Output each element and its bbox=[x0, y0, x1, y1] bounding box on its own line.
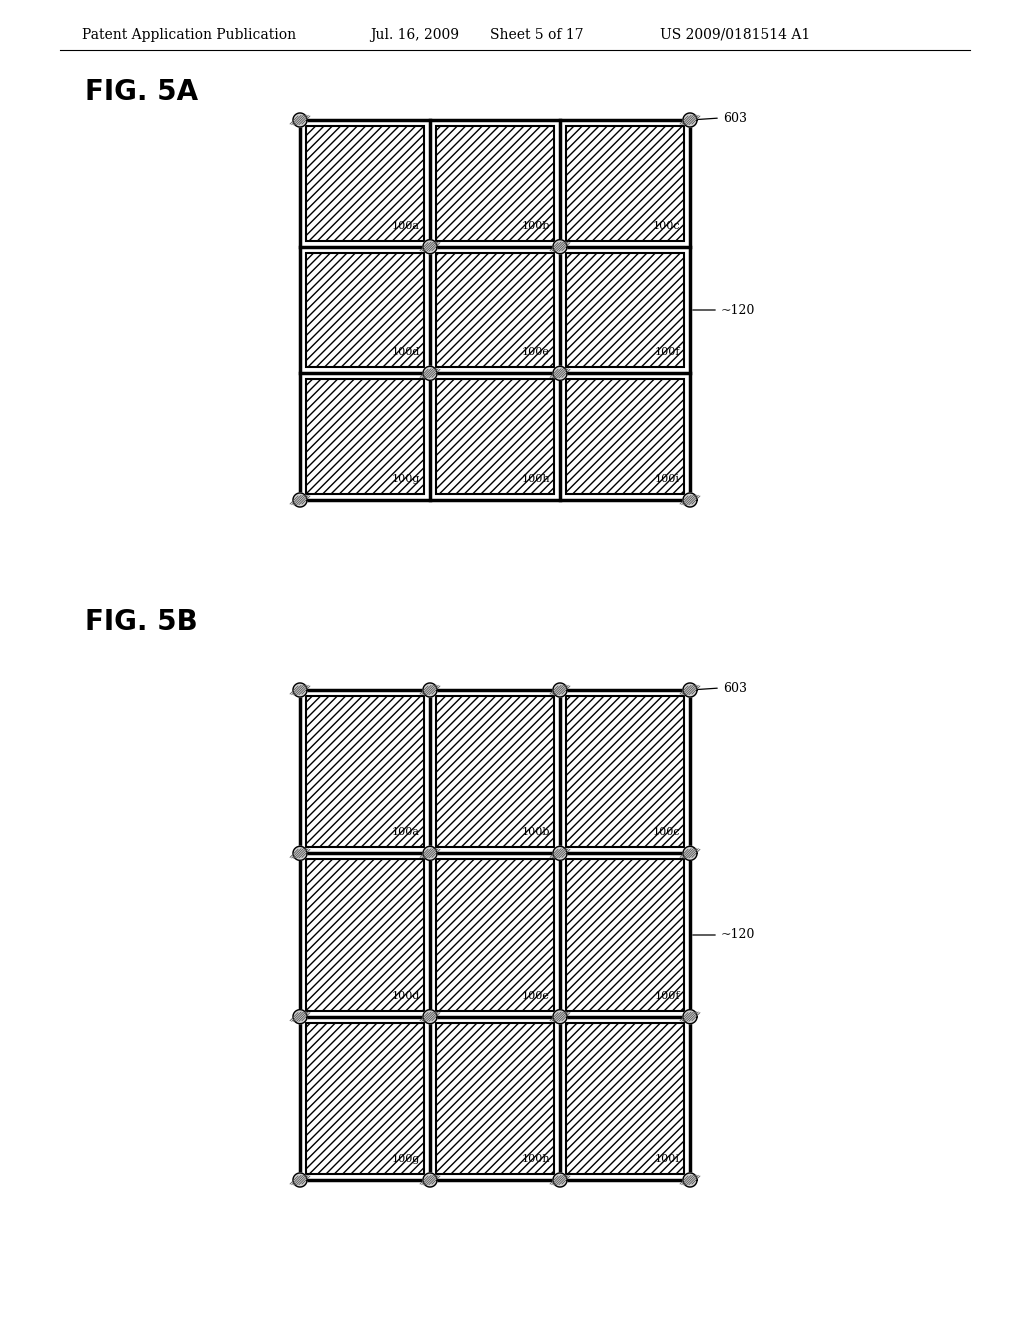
Polygon shape bbox=[423, 682, 437, 697]
Text: 100e: 100e bbox=[522, 991, 550, 1001]
Text: Jul. 16, 2009: Jul. 16, 2009 bbox=[370, 28, 459, 42]
Polygon shape bbox=[423, 846, 437, 861]
Bar bbox=[436, 696, 554, 847]
Text: 100i: 100i bbox=[655, 1154, 680, 1164]
Bar bbox=[306, 696, 424, 847]
Text: US 2009/0181514 A1: US 2009/0181514 A1 bbox=[660, 28, 810, 42]
Polygon shape bbox=[553, 367, 567, 380]
Bar bbox=[436, 859, 554, 1011]
Polygon shape bbox=[293, 492, 307, 507]
Bar bbox=[436, 125, 554, 240]
Polygon shape bbox=[293, 114, 307, 127]
Text: 100g: 100g bbox=[391, 474, 420, 484]
Polygon shape bbox=[683, 846, 697, 861]
Polygon shape bbox=[683, 682, 697, 697]
Polygon shape bbox=[553, 846, 567, 861]
Text: 100f: 100f bbox=[654, 991, 680, 1001]
Bar bbox=[306, 1023, 424, 1173]
Text: 100i: 100i bbox=[655, 474, 680, 484]
Polygon shape bbox=[683, 1010, 697, 1024]
Polygon shape bbox=[423, 240, 437, 253]
Text: Patent Application Publication: Patent Application Publication bbox=[82, 28, 296, 42]
Polygon shape bbox=[553, 240, 567, 253]
Text: 100d: 100d bbox=[391, 991, 420, 1001]
Polygon shape bbox=[293, 682, 307, 697]
Polygon shape bbox=[683, 114, 697, 127]
Polygon shape bbox=[683, 1173, 697, 1187]
Polygon shape bbox=[423, 1010, 437, 1024]
Polygon shape bbox=[553, 1173, 567, 1187]
Text: FIG. 5B: FIG. 5B bbox=[85, 609, 198, 636]
Polygon shape bbox=[293, 1010, 307, 1024]
Text: 100e: 100e bbox=[522, 347, 550, 358]
Polygon shape bbox=[553, 1010, 567, 1024]
Text: 100c: 100c bbox=[652, 828, 680, 837]
Text: 100h: 100h bbox=[521, 474, 550, 484]
Text: ~120: ~120 bbox=[721, 304, 756, 317]
Bar bbox=[566, 379, 684, 494]
Text: 100h: 100h bbox=[521, 1154, 550, 1164]
Text: 603: 603 bbox=[723, 111, 746, 124]
Text: 100d: 100d bbox=[391, 347, 420, 358]
Bar bbox=[300, 690, 690, 1180]
Text: ~120: ~120 bbox=[721, 928, 756, 941]
Polygon shape bbox=[683, 492, 697, 507]
Bar bbox=[566, 696, 684, 847]
Polygon shape bbox=[423, 367, 437, 380]
Bar bbox=[436, 1023, 554, 1173]
Bar bbox=[566, 1023, 684, 1173]
Text: 100g: 100g bbox=[391, 1154, 420, 1164]
Polygon shape bbox=[553, 682, 567, 697]
Bar bbox=[306, 252, 424, 367]
Bar bbox=[306, 379, 424, 494]
Polygon shape bbox=[293, 846, 307, 861]
Text: 100b: 100b bbox=[521, 828, 550, 837]
Text: FIG. 5A: FIG. 5A bbox=[85, 78, 198, 106]
Bar bbox=[566, 859, 684, 1011]
Bar bbox=[306, 859, 424, 1011]
Text: 100a: 100a bbox=[392, 220, 420, 231]
Bar bbox=[566, 252, 684, 367]
Bar bbox=[300, 120, 690, 500]
Bar bbox=[436, 252, 554, 367]
Text: Sheet 5 of 17: Sheet 5 of 17 bbox=[490, 28, 584, 42]
Text: 100c: 100c bbox=[652, 220, 680, 231]
Text: 603: 603 bbox=[723, 681, 746, 694]
Text: 100a: 100a bbox=[392, 828, 420, 837]
Polygon shape bbox=[423, 1173, 437, 1187]
Bar bbox=[436, 379, 554, 494]
Bar bbox=[566, 125, 684, 240]
Text: 100b: 100b bbox=[521, 220, 550, 231]
Bar bbox=[306, 125, 424, 240]
Polygon shape bbox=[293, 1173, 307, 1187]
Text: 100f: 100f bbox=[654, 347, 680, 358]
